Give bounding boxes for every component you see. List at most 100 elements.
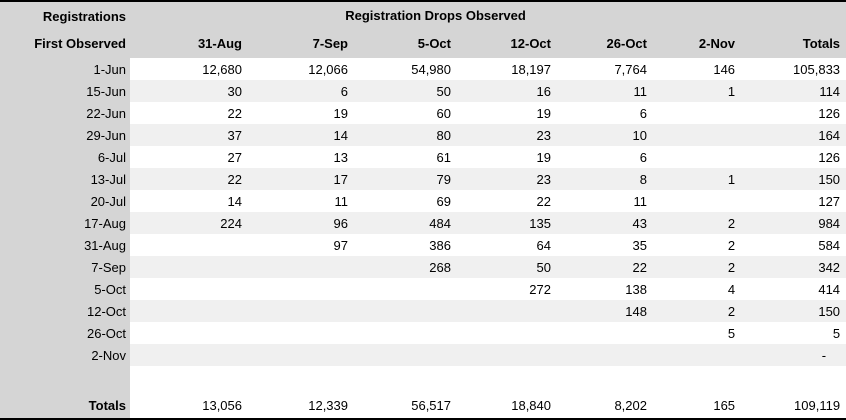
- data-cell: [130, 300, 248, 322]
- data-cell: 114: [741, 80, 846, 102]
- data-cell: 30: [130, 80, 248, 102]
- column-header: Totals: [741, 29, 846, 58]
- data-cell: [130, 256, 248, 278]
- data-cell: [248, 366, 354, 393]
- data-cell: 148: [557, 300, 653, 322]
- data-cell: [130, 366, 248, 393]
- data-cell: 150: [741, 300, 846, 322]
- data-cell: 22: [130, 168, 248, 190]
- data-cell: 414: [741, 278, 846, 300]
- data-cell: 12,680: [130, 58, 248, 80]
- data-cell: 37: [130, 124, 248, 146]
- data-cell: 127: [741, 190, 846, 212]
- data-cell: 16: [457, 80, 557, 102]
- data-cell: 11: [248, 190, 354, 212]
- data-cell: 105,833: [741, 58, 846, 80]
- data-cell: 64: [457, 234, 557, 256]
- data-cell: 984: [741, 212, 846, 234]
- data-cell: 135: [457, 212, 557, 234]
- data-cell: [653, 102, 742, 124]
- total-cell: 109,119: [741, 393, 846, 418]
- data-cell: 18,197: [457, 58, 557, 80]
- data-cell: 61: [354, 146, 457, 168]
- spacer-row: [0, 366, 846, 393]
- data-cell: [130, 278, 248, 300]
- data-cell: 224: [130, 212, 248, 234]
- data-cell: [354, 344, 457, 366]
- table-row: 29-Jun 37 14 80 23 10 164: [0, 124, 846, 146]
- data-cell: 5: [741, 322, 846, 344]
- total-cell: 165: [653, 393, 742, 418]
- data-cell: 50: [354, 80, 457, 102]
- data-cell: 7,764: [557, 58, 653, 80]
- total-cell: 13,056: [130, 393, 248, 418]
- table-row: 15-Jun 30 6 50 16 11 1 114: [0, 80, 846, 102]
- data-cell: 6: [248, 80, 354, 102]
- data-cell: 5: [653, 322, 742, 344]
- data-cell: 14: [130, 190, 248, 212]
- row-label: 12-Oct: [0, 300, 130, 322]
- data-cell: [354, 300, 457, 322]
- data-cell: 54,980: [354, 58, 457, 80]
- data-cell: [354, 322, 457, 344]
- data-cell: [457, 300, 557, 322]
- data-cell: 79: [354, 168, 457, 190]
- data-cell: [248, 256, 354, 278]
- data-cell: 23: [457, 124, 557, 146]
- data-cell: [354, 278, 457, 300]
- data-cell: 484: [354, 212, 457, 234]
- table-row: 2-Nov -: [0, 344, 846, 366]
- data-cell: 268: [354, 256, 457, 278]
- data-cell: 150: [741, 168, 846, 190]
- table-row: 20-Jul 14 11 69 22 11 127: [0, 190, 846, 212]
- data-cell: [248, 300, 354, 322]
- data-cell: [457, 344, 557, 366]
- data-cell: [653, 190, 742, 212]
- data-cell: 584: [741, 234, 846, 256]
- data-cell: 19: [457, 146, 557, 168]
- data-cell: 69: [354, 190, 457, 212]
- corner-header-line1: Registrations: [42, 9, 126, 24]
- data-cell: 19: [457, 102, 557, 124]
- row-label: Totals: [0, 393, 130, 418]
- row-label: 22-Jun: [0, 102, 130, 124]
- table-row: 1-Jun 12,680 12,066 54,980 18,197 7,764 …: [0, 58, 846, 80]
- data-cell: 8: [557, 168, 653, 190]
- table-title: Registration Drops Observed: [130, 2, 742, 29]
- data-cell: 60: [354, 102, 457, 124]
- data-cell: 1: [653, 168, 742, 190]
- table-row: 5-Oct 272 138 4 414: [0, 278, 846, 300]
- data-cell: [354, 366, 457, 393]
- column-header: 2-Nov: [653, 29, 742, 58]
- row-label: 7-Sep: [0, 256, 130, 278]
- data-cell: 386: [354, 234, 457, 256]
- data-cell: 10: [557, 124, 653, 146]
- row-label: 2-Nov: [0, 344, 130, 366]
- corner-header: Registrations First Observed: [0, 2, 130, 58]
- column-header: 12-Oct: [457, 29, 557, 58]
- data-cell: 2: [653, 234, 742, 256]
- data-cell: [653, 344, 742, 366]
- data-cell: 22: [557, 256, 653, 278]
- row-label: 17-Aug: [0, 212, 130, 234]
- data-cell: 6: [557, 102, 653, 124]
- data-cell: 146: [653, 58, 742, 80]
- data-cell: 35: [557, 234, 653, 256]
- row-label: 6-Jul: [0, 146, 130, 168]
- table-row: 6-Jul 27 13 61 19 6 126: [0, 146, 846, 168]
- total-cell: 18,840: [457, 393, 557, 418]
- table-row: 31-Aug 97 386 64 35 2 584: [0, 234, 846, 256]
- column-header: 26-Oct: [557, 29, 653, 58]
- data-cell: [557, 366, 653, 393]
- data-cell: 22: [457, 190, 557, 212]
- data-cell: [130, 322, 248, 344]
- table-header-row-title: Registrations First Observed Registratio…: [0, 2, 846, 58]
- table-row: 26-Oct 5 5: [0, 322, 846, 344]
- total-cell: 56,517: [354, 393, 457, 418]
- data-cell: 13: [248, 146, 354, 168]
- row-label: 29-Jun: [0, 124, 130, 146]
- data-cell: 23: [457, 168, 557, 190]
- data-cell: 164: [741, 124, 846, 146]
- column-header: 7-Sep: [248, 29, 354, 58]
